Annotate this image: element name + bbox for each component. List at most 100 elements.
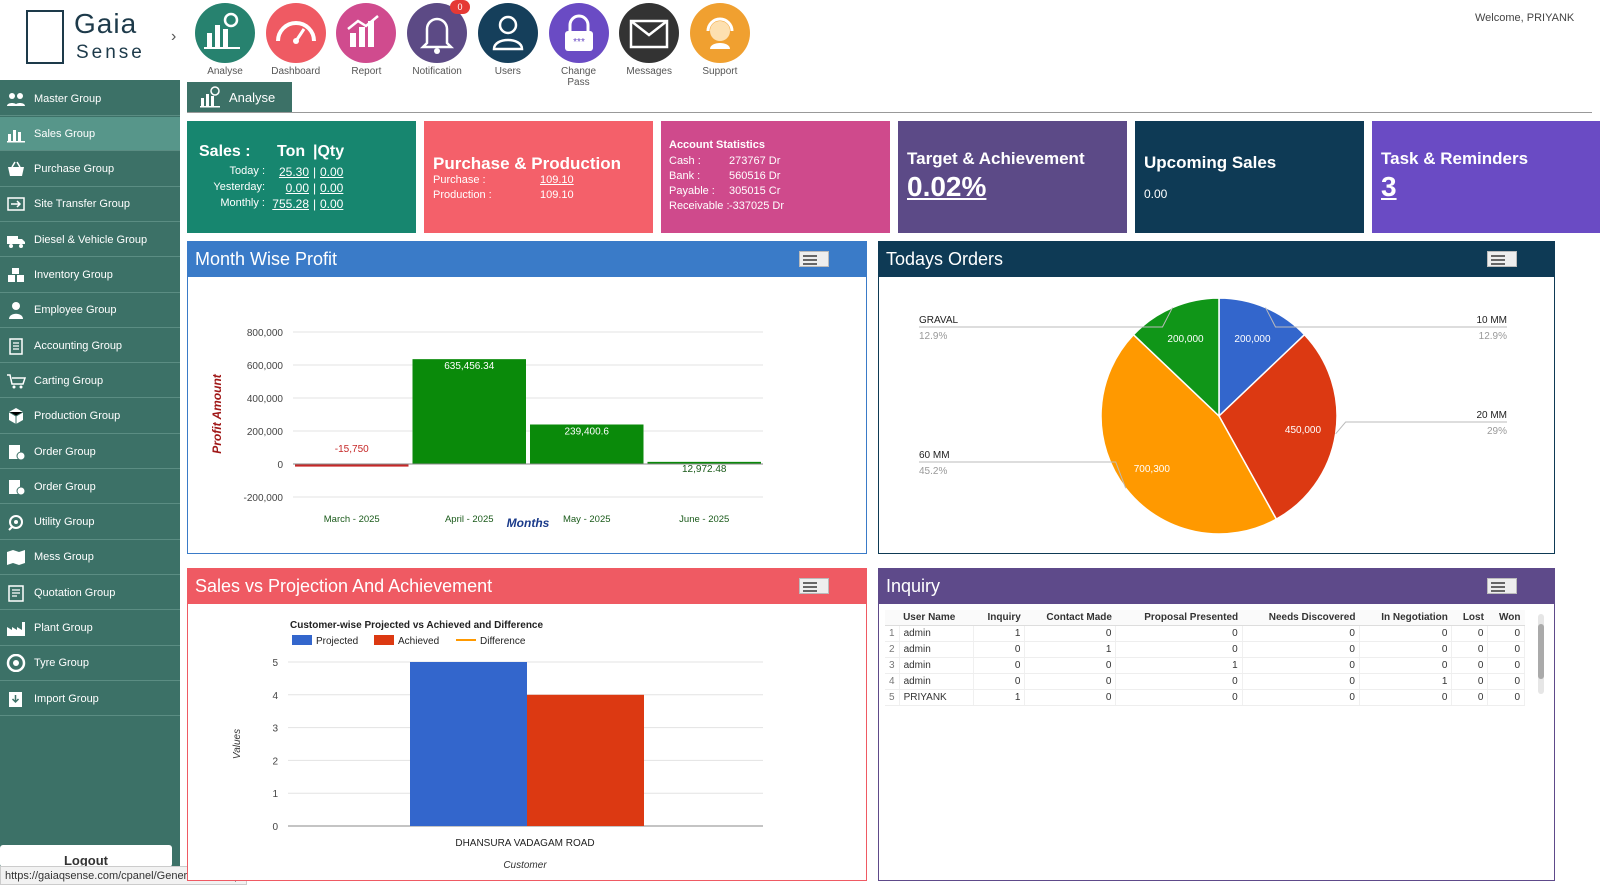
tab-analyse[interactable]: Analyse xyxy=(187,82,292,112)
chart-icon xyxy=(7,129,25,143)
table-row[interactable]: 3 admin 0 0 1 0 0 0 0 xyxy=(885,657,1525,674)
sidebar-item-label: Order Group xyxy=(34,445,96,458)
table-cell: 0 xyxy=(1115,689,1243,706)
bar[interactable] xyxy=(530,424,644,464)
sales-row-ton-link[interactable]: 25.30 xyxy=(278,165,309,179)
bar[interactable] xyxy=(410,662,527,826)
target-achievement-card[interactable]: Target & Achievement 0.02% xyxy=(898,121,1127,233)
truck-icon xyxy=(7,235,25,248)
messages-nav-button[interactable]: Messages xyxy=(619,3,680,77)
report-nav-button[interactable]: Report xyxy=(336,3,397,77)
sidebar-item-employee-group[interactable]: Employee Group xyxy=(0,294,180,328)
y-axis-title: Profit Amount xyxy=(210,373,224,454)
account-statistics-card[interactable]: Account Statistics Cash : 273767 Dr Bank :… xyxy=(661,121,890,233)
bar[interactable] xyxy=(527,694,644,826)
target-card-value[interactable]: 0.02% xyxy=(907,171,987,202)
table-cell: 0 xyxy=(1487,641,1525,658)
table-row[interactable]: 5 PRIYANK 1 0 0 0 0 0 0 xyxy=(885,689,1525,706)
sidebar-item-master-group[interactable]: Master Group xyxy=(0,82,180,116)
x-tick-label: March - 2025 xyxy=(324,514,380,525)
column-header[interactable]: Proposal Presented xyxy=(1115,610,1243,626)
report-icon xyxy=(336,3,397,63)
sales-row-label: Today : xyxy=(229,165,265,177)
dashboard-nav-button[interactable]: Dashboard xyxy=(265,3,326,77)
pie-slice[interactable] xyxy=(1218,333,1338,521)
sales-row-ton-link[interactable]: 0.00 xyxy=(285,181,309,195)
support-nav-button[interactable]: Support xyxy=(689,3,750,77)
column-header-index xyxy=(885,610,900,626)
table-scrollbar[interactable] xyxy=(1538,614,1544,694)
notification-nav-button[interactable]: Notification xyxy=(407,3,468,77)
sidebar-item-purchase-group[interactable]: Purchase Group xyxy=(0,153,180,187)
sales-row-qty-link[interactable]: 0.00 xyxy=(320,197,344,211)
sidebar-item-production-group[interactable]: Production Group xyxy=(0,400,180,434)
column-header[interactable]: Inquiry xyxy=(973,610,1025,626)
sidebar-item-import-group[interactable]: Import Group xyxy=(0,682,180,717)
logout-button[interactable]: Logout xyxy=(0,845,172,868)
upcoming-card-title: Upcoming Sales xyxy=(1144,153,1277,172)
column-header[interactable]: In Negotiation xyxy=(1359,610,1452,626)
y-tick-label: 5 xyxy=(272,658,278,669)
sidebar-item-inventory-group[interactable]: Inventory Group xyxy=(0,259,180,293)
chart-menu-icon[interactable] xyxy=(1487,578,1517,594)
sidebar-item-order-group[interactable]: Order Group xyxy=(0,435,180,469)
bar[interactable] xyxy=(647,461,762,464)
logo[interactable]: Gaia Sense › xyxy=(0,0,180,80)
table-cell: 1 xyxy=(1024,641,1117,658)
sales-card[interactable]: Sales : Ton |Qty Today :25.30 | 0.00 Yester… xyxy=(187,121,416,233)
table-row[interactable]: 2 admin 0 1 0 0 0 0 0 xyxy=(885,641,1525,658)
order-icon xyxy=(9,479,26,496)
task-card-value[interactable]: 3 xyxy=(1381,171,1397,202)
change-pass-nav-button[interactable]: *** Change Pass xyxy=(548,3,609,88)
quote-icon xyxy=(8,584,24,602)
sidebar-toggle-chevron-icon[interactable]: › xyxy=(171,28,177,45)
task-reminders-card[interactable]: Task & Reminders 3 xyxy=(1372,121,1600,233)
chart-menu-icon[interactable] xyxy=(799,578,829,594)
table-cell: 1 xyxy=(973,689,1026,706)
sales-row-qty-link[interactable]: 0.00 xyxy=(320,181,344,195)
sidebar-item-accounting-group[interactable]: Accounting Group xyxy=(0,329,180,364)
sales-row-ton-link[interactable]: 755.28 xyxy=(272,197,309,211)
column-header[interactable]: Contact Made xyxy=(1024,610,1116,626)
slice-percent: 12.9% xyxy=(919,331,947,342)
chart-menu-icon[interactable] xyxy=(799,251,829,267)
sidebar-item-quotation-group[interactable]: Quotation Group xyxy=(0,576,180,611)
bar[interactable] xyxy=(295,464,409,467)
users-nav-button[interactable]: Users xyxy=(477,3,538,77)
sidebar-item-sales-group[interactable]: Sales Group xyxy=(0,117,180,152)
table-cell: 1 xyxy=(885,625,900,642)
notification-count-badge: 0 xyxy=(450,0,470,14)
sidebar-item-mess-group[interactable]: Mess Group xyxy=(0,541,180,575)
column-header[interactable]: Needs Discovered xyxy=(1242,610,1360,626)
sales-row-label: Yesterday: xyxy=(213,181,265,193)
table-cell: admin xyxy=(899,673,975,690)
bar[interactable] xyxy=(412,359,527,464)
column-header[interactable]: Lost xyxy=(1451,610,1488,626)
y-tick-label: 0 xyxy=(277,460,283,471)
messages-icon xyxy=(619,3,680,63)
sidebar-item-diesel-vehicle-group[interactable]: Diesel & Vehicle Group xyxy=(0,223,180,258)
sales-card-ton-header: Ton xyxy=(277,143,306,160)
column-header[interactable]: User Name xyxy=(899,610,974,626)
sidebar-item-utility-group[interactable]: Utility Group xyxy=(0,506,180,540)
sidebar-item-tyre-group[interactable]: Tyre Group xyxy=(0,647,180,681)
table-row[interactable]: 4 admin 0 0 0 0 1 0 0 xyxy=(885,673,1525,690)
sales-row-qty-link[interactable]: 0.00 xyxy=(320,165,344,179)
column-header[interactable]: Won xyxy=(1487,610,1525,626)
notification-nav-label: Notification xyxy=(412,66,462,77)
upcoming-sales-card[interactable]: Upcoming Sales 0.00 xyxy=(1135,121,1364,233)
table-row[interactable]: 1 admin 1 0 0 0 0 0 0 xyxy=(885,625,1525,642)
sidebar-item-order-group[interactable]: Order Group xyxy=(0,470,180,505)
sidebar-item-label: Accounting Group xyxy=(34,339,123,352)
x-axis-title: Customer xyxy=(503,860,547,871)
sidebar-item-site-transfer-group[interactable]: Site Transfer Group xyxy=(0,188,180,222)
sidebar-item-plant-group[interactable]: Plant Group xyxy=(0,612,180,646)
account-row-value: -337025 Dr xyxy=(729,200,785,212)
sidebar-item-carting-group[interactable]: Carting Group xyxy=(0,364,180,399)
purchase-production-card[interactable]: Purchase & Production Purchase : 109.10 … xyxy=(424,121,653,233)
purchase-value-link[interactable]: 109.10 xyxy=(540,174,574,186)
chart-menu-icon[interactable] xyxy=(1487,251,1517,267)
table-cell: 0 xyxy=(1024,625,1117,642)
logo-text-gaia: Gaia xyxy=(74,8,138,39)
analyse-nav-button[interactable]: Analyse xyxy=(195,3,255,77)
